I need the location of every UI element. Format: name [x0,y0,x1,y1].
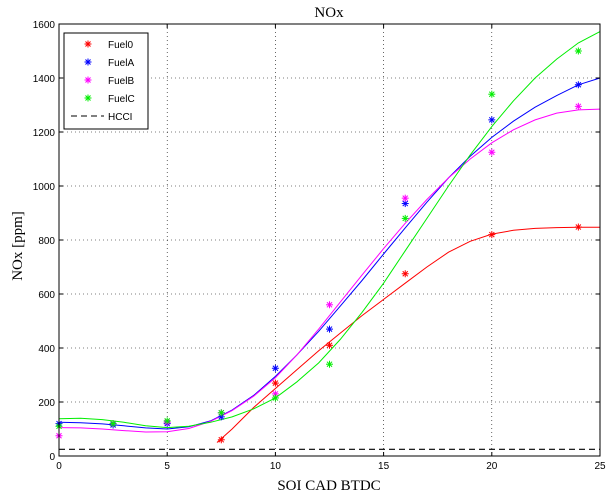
y-tick-label: 1000 [33,182,56,193]
fit-curves [58,31,601,450]
y-axis-label: NOx [ppm] [10,211,26,281]
legend-label: FuelC [108,94,135,105]
fuela-data-point [488,116,496,124]
fuelb-data-point [401,194,409,202]
fuelc-data-point [488,90,496,98]
legend-item-hcci: HCCI [71,112,132,123]
legend-label: FuelA [108,58,134,69]
legend-label: FuelB [108,76,134,87]
fuel0-data-point [401,270,409,278]
legend-marker-swatch [84,58,92,66]
fuel0-data-point [326,341,333,349]
legend-item-fuelb: FuelB [84,76,134,87]
y-tick-label: 200 [38,398,55,409]
y-tick-label: 0 [49,452,55,463]
fuel0-data-point [271,379,279,387]
y-tick-label: 600 [38,290,55,301]
y-tick-label: 1200 [33,128,56,139]
x-axis-label: SOI CAD BTDC [277,478,380,494]
legend-box [63,32,149,130]
fuelb-data-point [574,102,582,110]
x-tick-label: 0 [56,461,62,472]
y-tick-label: 1400 [33,74,56,85]
data-points [55,47,582,444]
y-tick-label: 800 [38,236,55,247]
fuela-data-point [326,325,333,333]
fuelc-data-point [401,214,409,222]
fuel0-fit-curve [216,226,600,443]
x-tick-label: 5 [164,461,170,472]
x-tick-label: 10 [270,461,282,472]
fuel0-data-point [217,436,225,444]
x-tick-label: 20 [486,461,498,472]
fuelc-data-point [163,417,171,425]
fuelc-data-point [109,420,117,428]
fuela-data-point [271,364,279,372]
fuelc-fit-curve [58,31,601,429]
x-tick-label: 15 [378,461,390,472]
fuelb-data-point [326,301,333,309]
tick-labels: 0 5 10 15 20 25 0 200 400 600 800 1000 1200 1400 1600 [33,20,606,472]
y-tick-label: 400 [38,344,55,355]
fuel0-data-point [488,231,496,239]
fuelb-fit-curve [58,108,601,433]
legend-marker-swatch [84,94,92,102]
fuela-data-point [574,81,582,89]
legend: Fuel0 FuelA FuelB FuelC HCCI [63,32,149,130]
fuel0-data-point [574,223,582,231]
fuelb-data-point [488,148,496,156]
legend-item-fuela: FuelA [84,58,134,69]
fuelc-data-point [271,394,279,402]
y-tick-label: 1600 [33,20,56,31]
chart-title: NOx [314,5,344,21]
fuelc-data-point [217,409,225,417]
legend-marker-swatch [84,76,92,84]
legend-item-fuelc: FuelC [84,94,135,105]
fuelc-data-point [574,47,582,55]
fuelc-data-point [326,360,333,368]
fuela-fit-curve [58,77,601,430]
x-tick-label: 25 [594,461,606,472]
legend-label: HCCI [108,112,132,123]
legend-marker-swatch [84,40,92,48]
legend-item-fuel0: Fuel0 [84,40,133,51]
legend-label: Fuel0 [108,40,133,51]
